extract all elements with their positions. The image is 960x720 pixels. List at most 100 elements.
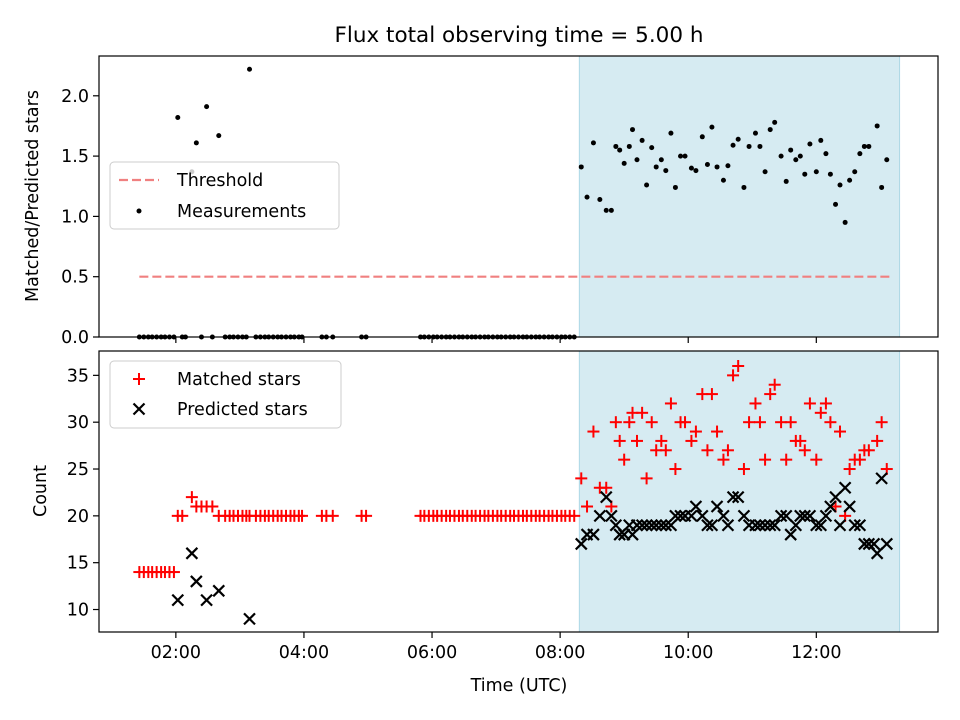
measurement-point — [720, 177, 726, 183]
predicted-star-point — [768, 518, 781, 532]
matched-star-point — [655, 434, 668, 447]
matched-star-point — [568, 509, 581, 522]
matched-star-point — [630, 434, 643, 447]
predicted-star-point — [829, 490, 842, 504]
count-legend: Matched stars Predicted stars — [109, 360, 342, 429]
matched-star-point — [732, 359, 745, 372]
measurement-point — [735, 136, 741, 142]
measurement-point — [639, 137, 645, 143]
measurement-point — [688, 165, 694, 171]
predicted-star-point — [774, 509, 788, 523]
predicted-star-point — [685, 509, 698, 523]
measurement-point — [837, 182, 843, 188]
predicted-star-point — [721, 518, 735, 532]
measurement-point — [658, 157, 664, 163]
predicted-star-point — [659, 518, 673, 532]
matched-star-point — [705, 388, 718, 401]
measurement-point — [788, 147, 794, 153]
predicted-star-point — [794, 509, 807, 523]
x-tick-label: 08:00 — [535, 643, 585, 663]
ratio-axes: 0.0 0.5 1.0 1.5 2.0 — [61, 87, 817, 348]
y-tick-label: 2.0 — [61, 87, 89, 107]
matched-star-point — [798, 444, 811, 457]
legend-measurements-swatch — [136, 208, 142, 214]
matched-star-point — [701, 444, 714, 457]
y-tick-label: 15 — [67, 554, 89, 574]
measurement-point — [204, 104, 210, 110]
matched-star-point — [727, 369, 740, 382]
matched-star-point — [600, 481, 613, 494]
matched-star-point — [636, 406, 649, 419]
y-tick-label: 35 — [67, 366, 89, 386]
y-tick-label: 20 — [67, 507, 89, 527]
matched-star-point — [810, 453, 823, 466]
y-tick-label: 10 — [67, 601, 89, 621]
measurement-point — [861, 143, 867, 149]
matched-star-point — [689, 425, 702, 438]
highlight-span — [578, 350, 901, 633]
measurement-point — [833, 201, 839, 207]
matched-star-point — [185, 491, 198, 504]
measurement-point — [852, 169, 858, 175]
legend-plus-marker — [133, 373, 145, 385]
matched-star-point — [613, 434, 626, 447]
matched-star-point — [853, 453, 866, 466]
matched-star-point — [575, 472, 588, 485]
measurement-point — [699, 134, 705, 140]
measurement-point — [590, 140, 596, 146]
matched-star-point — [685, 434, 698, 447]
matched-star-point — [814, 406, 827, 419]
predicted-star-point — [689, 500, 703, 513]
measurement-point — [193, 140, 199, 146]
matched-star-point — [764, 388, 777, 401]
measurement-point — [772, 119, 778, 125]
measurement-point — [802, 171, 808, 177]
matched-star-point — [581, 500, 594, 513]
matched-star-point — [824, 416, 837, 429]
measurement-point — [644, 182, 650, 188]
measurement-point — [608, 207, 614, 213]
measurement-point — [678, 153, 684, 159]
measurement-point — [762, 169, 768, 175]
measurement-point — [704, 162, 710, 168]
predicted-star-point — [753, 518, 767, 532]
matched-star-point — [753, 416, 766, 429]
measurement-point — [649, 145, 655, 151]
ratio-legend: Threshold Measurements — [109, 161, 340, 230]
predicted-star-point — [640, 518, 653, 532]
predicted-star-point — [645, 518, 658, 532]
measurement-point — [778, 153, 784, 159]
count-panel-frame — [98, 350, 939, 633]
matched-star-point — [784, 416, 797, 429]
predicted-star-point — [858, 537, 871, 551]
measurement-point — [617, 147, 623, 153]
matched-star-point — [669, 463, 682, 476]
matched-star-point — [623, 416, 636, 429]
matched-star-point — [717, 453, 730, 466]
measurement-point — [634, 157, 640, 163]
count-panel: 10 15 20 25 30 35 02:00 04:00 06:00 08:00 10:00 12:… — [31, 350, 939, 696]
matched-star-point — [871, 434, 884, 447]
matched-star-point — [360, 509, 373, 522]
predicted-star-point — [649, 518, 663, 532]
predicted-star-point — [726, 490, 740, 504]
measurement-point — [175, 115, 181, 121]
predicted-star-point — [843, 500, 856, 513]
matched-star-point — [875, 416, 888, 429]
predicted-star-point — [870, 547, 884, 560]
predicted-star-point — [833, 518, 847, 532]
measurement-point — [603, 207, 609, 213]
predicted-star-point — [655, 518, 668, 532]
measurement-point — [847, 177, 853, 183]
predicted-star-point — [848, 518, 862, 532]
matched-star-point — [167, 566, 180, 579]
measurement-point — [247, 66, 253, 72]
measurement-point — [767, 127, 773, 133]
predicted-star-point — [626, 528, 639, 541]
measurement-point — [879, 184, 885, 190]
matched-star-point — [711, 425, 724, 438]
count-data — [133, 359, 894, 626]
highlight-span — [578, 55, 901, 338]
x-axis-label: Time (UTC) — [470, 676, 568, 696]
measurement-point — [783, 178, 789, 184]
